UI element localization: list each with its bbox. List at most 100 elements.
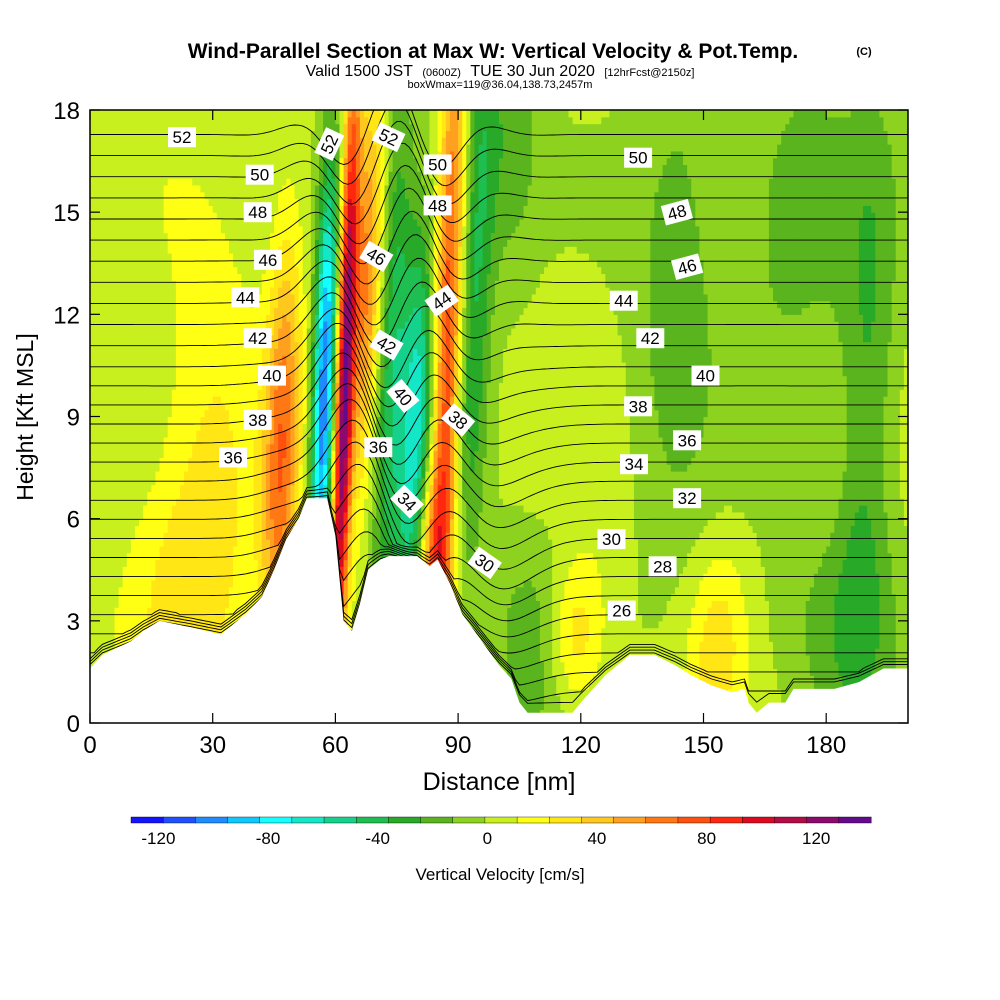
velocity-cell xyxy=(143,287,148,294)
velocity-cell xyxy=(98,273,103,280)
velocity-cell xyxy=(155,546,160,553)
velocity-cell xyxy=(213,417,218,424)
velocity-cell xyxy=(135,498,140,505)
velocity-cell xyxy=(278,430,283,437)
velocity-cell xyxy=(200,151,205,158)
velocity-cell xyxy=(233,396,238,403)
velocity-cell xyxy=(123,600,128,607)
velocity-cell xyxy=(282,396,287,403)
velocity-cell xyxy=(135,117,140,124)
velocity-cell xyxy=(290,335,295,342)
velocity-cell xyxy=(311,410,316,417)
velocity-cell xyxy=(131,253,136,260)
velocity-cell xyxy=(115,539,120,546)
velocity-cell xyxy=(237,267,242,274)
velocity-cell xyxy=(102,457,107,464)
velocity-cell xyxy=(180,396,185,403)
velocity-cell xyxy=(127,389,132,396)
velocity-cell xyxy=(299,308,304,315)
velocity-cell xyxy=(151,566,156,573)
velocity-cell xyxy=(131,430,136,437)
velocity-cell xyxy=(196,451,201,458)
velocity-cell xyxy=(127,519,132,526)
velocity-cell xyxy=(233,348,238,355)
velocity-cell xyxy=(184,335,189,342)
velocity-cell xyxy=(131,164,136,171)
velocity-cell xyxy=(110,566,115,573)
velocity-cell xyxy=(135,137,140,144)
velocity-cell xyxy=(119,430,124,437)
velocity-cell xyxy=(221,219,226,226)
velocity-cell xyxy=(205,587,210,594)
velocity-cell xyxy=(229,348,234,355)
velocity-cell xyxy=(102,328,107,335)
velocity-cell xyxy=(164,560,169,567)
velocity-cell xyxy=(98,287,103,294)
velocity-cell xyxy=(160,273,165,280)
velocity-cell xyxy=(262,498,267,505)
velocity-cell xyxy=(147,369,152,376)
velocity-cell xyxy=(205,158,210,165)
velocity-cell xyxy=(139,451,144,458)
velocity-cell xyxy=(295,444,300,451)
velocity-cell xyxy=(94,491,99,498)
velocity-cell xyxy=(176,205,181,212)
velocity-cell xyxy=(225,287,230,294)
velocity-cell xyxy=(237,233,242,240)
velocity-cell xyxy=(274,199,279,206)
velocity-cell xyxy=(135,328,140,335)
velocity-cell xyxy=(250,457,255,464)
velocity-cell xyxy=(139,403,144,410)
velocity-cell xyxy=(188,369,193,376)
velocity-cell xyxy=(192,566,197,573)
velocity-cell xyxy=(205,505,210,512)
velocity-cell xyxy=(127,566,132,573)
velocity-cell xyxy=(205,171,210,178)
velocity-cell xyxy=(131,328,136,335)
velocity-cell xyxy=(225,376,230,383)
velocity-cell xyxy=(205,389,210,396)
velocity-cell xyxy=(241,560,246,567)
velocity-cell xyxy=(123,164,128,171)
velocity-cell xyxy=(250,478,255,485)
velocity-cell xyxy=(94,621,99,628)
velocity-cell xyxy=(188,253,193,260)
velocity-cell xyxy=(119,110,124,117)
velocity-cell xyxy=(217,553,222,560)
velocity-cell xyxy=(172,355,177,362)
velocity-cell xyxy=(180,328,185,335)
velocity-cell xyxy=(139,369,144,376)
velocity-cell xyxy=(209,580,214,587)
velocity-cell xyxy=(237,471,242,478)
velocity-cell xyxy=(160,287,165,294)
velocity-cell xyxy=(225,328,230,335)
velocity-cell xyxy=(307,260,312,267)
velocity-cell xyxy=(217,294,222,301)
velocity-cell xyxy=(221,226,226,233)
velocity-cell xyxy=(180,273,185,280)
velocity-cell xyxy=(106,553,111,560)
velocity-cell xyxy=(217,362,222,369)
velocity-cell xyxy=(262,117,267,124)
velocity-cell xyxy=(286,239,291,246)
velocity-cell xyxy=(94,471,99,478)
velocity-cell xyxy=(209,587,214,594)
velocity-cell xyxy=(123,451,128,458)
velocity-cell xyxy=(110,171,115,178)
velocity-cell xyxy=(123,144,128,151)
velocity-cell xyxy=(274,519,279,526)
velocity-cell xyxy=(229,178,234,185)
velocity-cell xyxy=(106,199,111,206)
velocity-cell xyxy=(286,342,291,349)
velocity-cell xyxy=(282,512,287,519)
velocity-cell xyxy=(184,287,189,294)
velocity-cell xyxy=(106,369,111,376)
velocity-cell xyxy=(147,471,152,478)
velocity-cell xyxy=(229,137,234,144)
velocity-cell xyxy=(143,124,148,131)
velocity-cell xyxy=(106,205,111,212)
velocity-cell xyxy=(172,171,177,178)
velocity-cell xyxy=(205,287,210,294)
velocity-cell xyxy=(151,164,156,171)
velocity-cell xyxy=(299,130,304,137)
